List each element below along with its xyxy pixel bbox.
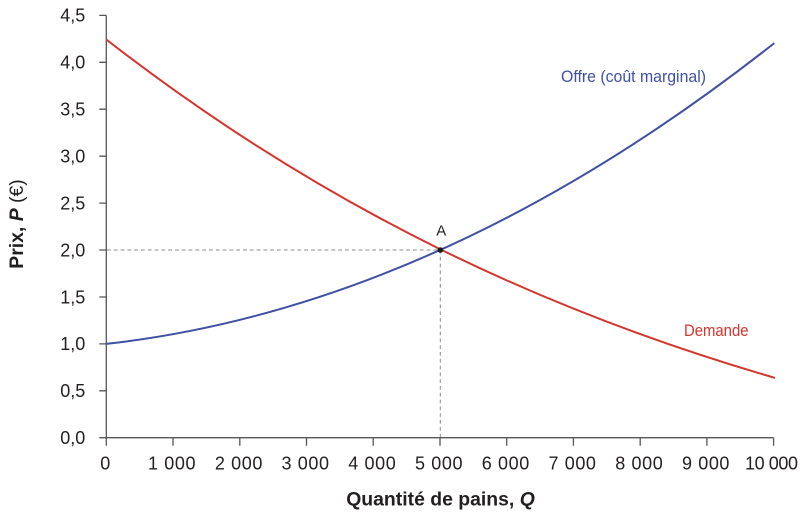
svg-text:0,0: 0,0 — [60, 428, 85, 448]
svg-text:2,0: 2,0 — [60, 240, 85, 260]
svg-text:3,5: 3,5 — [60, 100, 85, 120]
svg-text:3 000: 3 000 — [282, 454, 330, 474]
svg-text:6 000: 6 000 — [482, 454, 530, 474]
svg-text:3,0: 3,0 — [60, 147, 85, 167]
svg-text:9 000: 9 000 — [682, 454, 730, 474]
svg-text:8 000: 8 000 — [615, 454, 663, 474]
svg-text:10 000: 10 000 — [745, 454, 798, 474]
svg-text:Offre (coût marginal): Offre (coût marginal) — [561, 68, 706, 86]
svg-text:2,5: 2,5 — [60, 193, 85, 213]
svg-text:5 000: 5 000 — [415, 454, 463, 474]
svg-text:Quantité de pains, Q: Quantité de pains, Q — [346, 488, 535, 510]
svg-text:Prix, P (€): Prix, P (€) — [6, 179, 28, 268]
svg-text:4,0: 4,0 — [60, 53, 85, 73]
svg-text:1 000: 1 000 — [148, 454, 196, 474]
svg-text:4,5: 4,5 — [60, 6, 85, 26]
svg-text:A: A — [436, 222, 446, 239]
svg-text:1,5: 1,5 — [60, 287, 85, 307]
svg-text:2 000: 2 000 — [215, 454, 263, 474]
svg-text:7 000: 7 000 — [548, 454, 596, 474]
svg-text:0: 0 — [100, 454, 110, 474]
svg-text:0,5: 0,5 — [60, 381, 85, 401]
svg-text:1,0: 1,0 — [60, 334, 85, 354]
svg-text:Demande: Demande — [684, 322, 749, 340]
svg-text:4 000: 4 000 — [348, 454, 396, 474]
